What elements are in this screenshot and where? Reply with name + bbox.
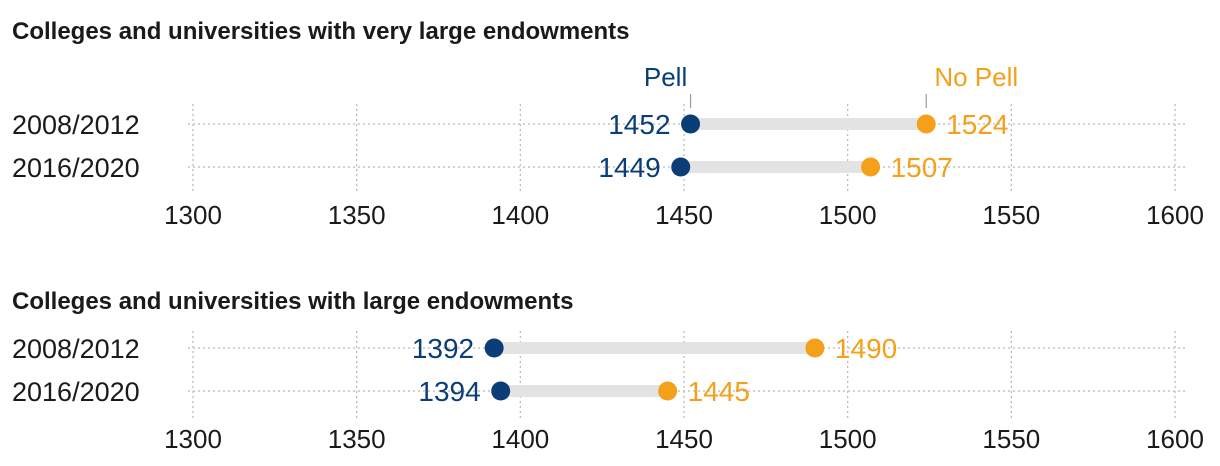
x-tick-label: 1450 [655, 200, 713, 230]
legend-pell: Pell [644, 62, 687, 92]
x-tick-label: 1350 [328, 200, 386, 230]
legend-no-pell: No Pell [934, 62, 1018, 92]
row-label: 2016/2020 [12, 153, 140, 183]
x-tick-label: 1450 [655, 424, 713, 454]
no-pell-value-label: 1524 [946, 109, 1008, 140]
x-tick-label: 1600 [1146, 200, 1204, 230]
pell-dot [491, 381, 511, 401]
x-tick-label: 1400 [491, 200, 549, 230]
x-tick-label: 1300 [164, 424, 222, 454]
pell-dot [671, 157, 691, 177]
x-tick-label: 1500 [819, 200, 877, 230]
no-pell-value-label: 1490 [835, 333, 897, 364]
x-tick-label: 1600 [1146, 424, 1204, 454]
no-pell-dot [658, 381, 678, 401]
no-pell-value-label: 1445 [688, 376, 750, 407]
x-tick-label: 1300 [164, 200, 222, 230]
pell-dot [681, 114, 701, 134]
x-tick-label: 1350 [328, 424, 386, 454]
no-pell-dot [805, 338, 825, 358]
x-tick-label: 1550 [982, 424, 1040, 454]
no-pell-value-label: 1507 [891, 152, 953, 183]
pell-value-label: 1452 [608, 109, 670, 140]
x-tick-label: 1500 [819, 424, 877, 454]
pell-dot [484, 338, 504, 358]
no-pell-dot [861, 157, 881, 177]
no-pell-dot [916, 114, 936, 134]
row-label: 2008/2012 [12, 110, 140, 140]
x-tick-label: 1400 [491, 424, 549, 454]
pell-value-label: 1394 [418, 376, 480, 407]
pell-value-label: 1449 [598, 152, 660, 183]
x-tick-label: 1550 [982, 200, 1040, 230]
panel-title: Colleges and universities with large end… [12, 288, 573, 315]
pell-value-label: 1392 [412, 333, 474, 364]
row-label: 2016/2020 [12, 377, 140, 407]
row-label: 2008/2012 [12, 334, 140, 364]
panel-title: Colleges and universities with very larg… [12, 18, 630, 45]
